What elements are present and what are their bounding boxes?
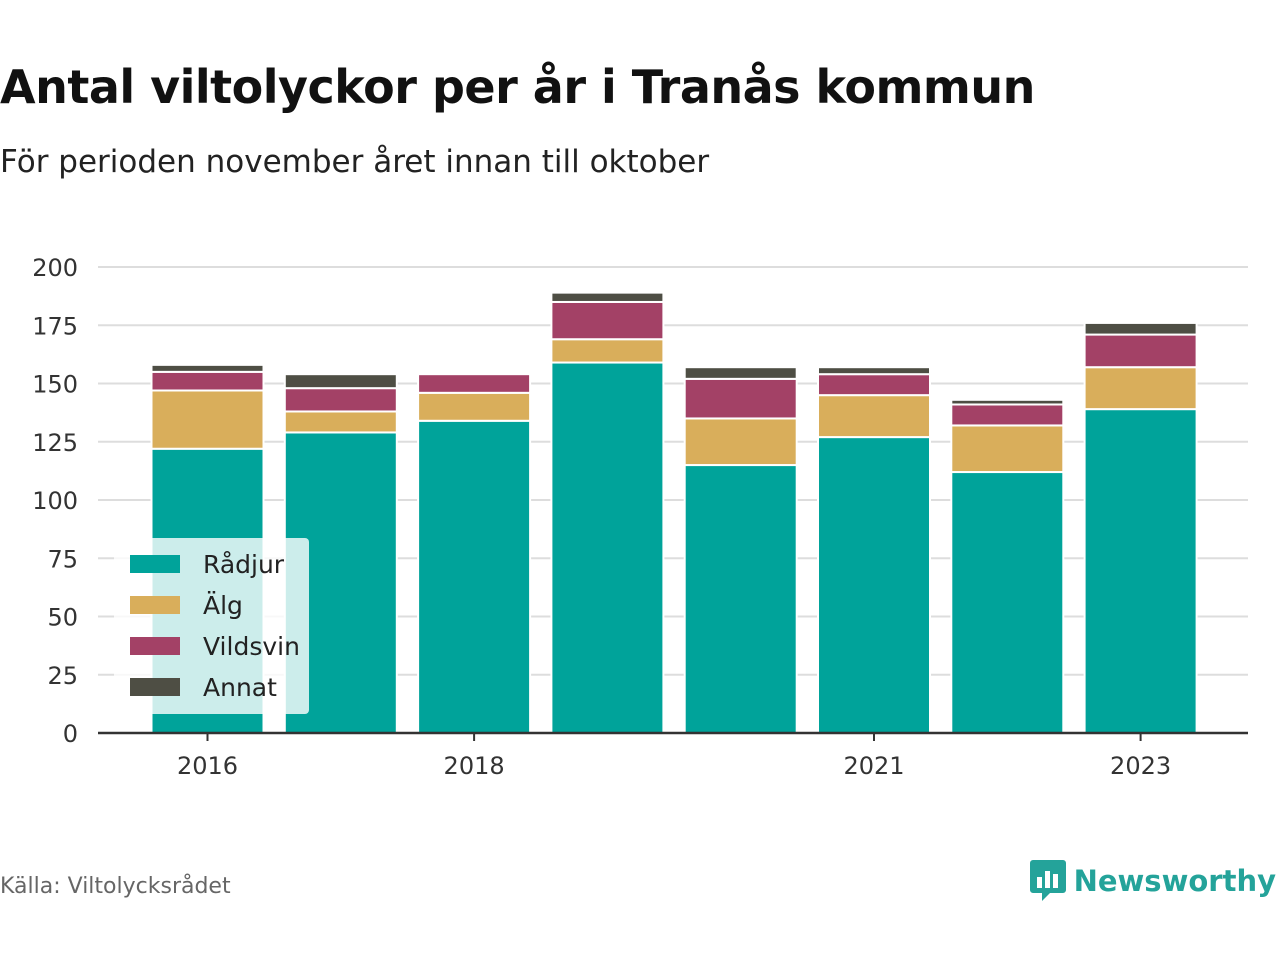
y-tick-label: 25 [47, 662, 78, 690]
bar-segment [1083, 366, 1198, 411]
y-tick-label: 50 [47, 604, 78, 632]
bar-segment [417, 391, 532, 422]
bar-segment [550, 361, 665, 734]
bar-segment [683, 377, 798, 420]
bar-segment [283, 373, 398, 390]
legend-swatch [130, 678, 180, 696]
legend-box [114, 538, 309, 714]
legend-label: Vildsvin [203, 632, 300, 661]
stacked-bar-chart: 0 25 50 75 100 125 150 175 200 2016 2018 2021 2023 Rå… [32, 254, 1248, 780]
x-tick-label: 2018 [444, 752, 505, 780]
y-tick-label: 200 [32, 254, 78, 282]
bar-segment [683, 417, 798, 467]
bar-segment [1083, 321, 1198, 336]
x-tick-label: 2023 [1110, 752, 1171, 780]
newsworthy-logo-icon [1029, 860, 1066, 901]
bar-segment [950, 403, 1065, 427]
bar-segment [550, 338, 665, 364]
bar-segment [283, 387, 398, 413]
x-tick-label: 2021 [843, 752, 904, 780]
bar-segment [1083, 408, 1198, 734]
bar-segment [950, 471, 1065, 734]
bar-segment [150, 370, 265, 392]
x-tick-label: 2016 [177, 752, 238, 780]
chart-subtitle: För perioden november året innan till ok… [0, 144, 710, 180]
y-tick-label: 150 [32, 371, 78, 399]
legend-label: Rådjur [203, 550, 285, 579]
bar-segment [150, 363, 265, 373]
legend-label: Annat [203, 673, 277, 702]
bar-segment [683, 464, 798, 735]
y-tick-label: 100 [32, 487, 78, 515]
bar-segment [817, 373, 931, 397]
bar-segment [817, 436, 931, 734]
source-note: Källa: Viltolycksrådet [0, 874, 231, 899]
legend-swatch [130, 596, 180, 614]
chart-title: Antal viltolyckor per år i Tranås kommun [0, 60, 1035, 114]
bar-segment [550, 300, 665, 341]
legend-label: Älg [203, 591, 243, 620]
y-tick-label: 75 [47, 545, 78, 573]
legend-swatch [130, 555, 180, 573]
bar-segment [550, 291, 665, 303]
bar-segment [817, 366, 931, 376]
y-tick-label: 0 [63, 720, 78, 748]
bar-segment [1083, 333, 1198, 369]
y-tick-label: 125 [32, 429, 78, 457]
bar-segment [950, 398, 1065, 406]
y-tick-label: 175 [32, 312, 78, 340]
bar-segment [950, 424, 1065, 474]
bar-segment [150, 389, 265, 450]
bar-segment [283, 410, 398, 434]
bar-segment [417, 419, 532, 734]
brand-name: Newsworthy [1073, 864, 1276, 898]
bar-segment [683, 366, 798, 380]
bar-segment [417, 373, 532, 394]
brand-logo: Newsworthy [1029, 860, 1276, 902]
bar-segment [817, 394, 931, 439]
legend-swatch [130, 637, 180, 655]
